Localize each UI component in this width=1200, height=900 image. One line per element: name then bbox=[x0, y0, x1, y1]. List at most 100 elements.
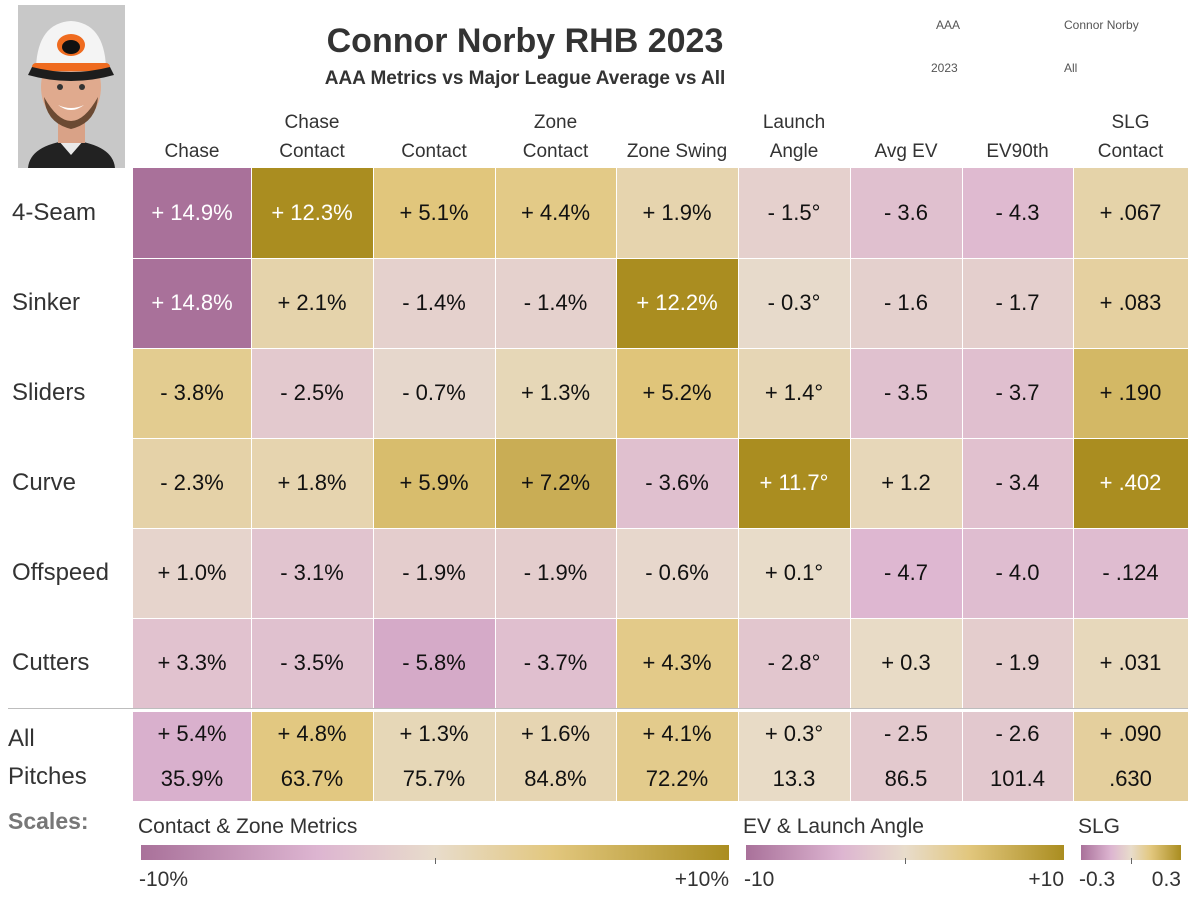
grid-separator bbox=[133, 348, 1188, 349]
heatmap-cell: + .031 bbox=[1073, 618, 1188, 708]
heatmap-cell: - 2.3% bbox=[133, 438, 251, 528]
all-pitches-diff: - 2.5 bbox=[883, 721, 929, 747]
grid-separator bbox=[850, 168, 851, 801]
column-header: Launch Angle bbox=[738, 110, 850, 166]
heatmap-cell: + 1.8% bbox=[251, 438, 373, 528]
heatmap-cell: + .190 bbox=[1073, 348, 1188, 438]
heatmap-cell: + 1.4° bbox=[738, 348, 850, 438]
divider bbox=[8, 708, 1188, 709]
grid-separator bbox=[738, 168, 739, 801]
heatmap-cell: - 3.5 bbox=[850, 348, 962, 438]
heatmap-cell: - 3.4 bbox=[962, 438, 1073, 528]
legend-max-label: 0.3 bbox=[1151, 868, 1181, 891]
heatmap-cell: - 1.6 bbox=[850, 258, 962, 348]
column-header-line1: Zone bbox=[533, 112, 578, 133]
grid-separator bbox=[133, 618, 1188, 619]
heatmap-cell: + .067 bbox=[1073, 168, 1188, 258]
column-header-line2: EV90th bbox=[986, 141, 1049, 162]
heatmap-cell: + 1.9% bbox=[616, 168, 738, 258]
legend-max-label: +10 bbox=[1028, 868, 1064, 891]
all-pitches-cell: - 2.6 101.4 bbox=[962, 712, 1073, 801]
legend-max-label: +10% bbox=[674, 868, 729, 891]
heatmap-cell: + 4.3% bbox=[616, 618, 738, 708]
legend-title: SLG bbox=[1078, 815, 1121, 838]
heatmap-cell: - 1.9% bbox=[373, 528, 495, 618]
heatmap-cell: - 4.7 bbox=[850, 528, 962, 618]
column-header-line1: Chase bbox=[284, 112, 340, 133]
column-header: Chase Contact bbox=[251, 110, 373, 166]
heatmap-cell: - 3.5% bbox=[251, 618, 373, 708]
row-label-line1: All bbox=[8, 725, 35, 752]
scales-label: Scales: bbox=[8, 808, 89, 834]
heatmap-cell: + 11.7° bbox=[738, 438, 850, 528]
heatmap-cell: + 3.3% bbox=[133, 618, 251, 708]
all-pitches-diff: + 4.8% bbox=[277, 721, 347, 747]
heatmap-cell: - 3.1% bbox=[251, 528, 373, 618]
heatmap-cell: + .402 bbox=[1073, 438, 1188, 528]
all-pitches-diff: + .090 bbox=[1099, 721, 1162, 747]
heatmap-cell: + 1.3% bbox=[495, 348, 616, 438]
legend-min-label: -10% bbox=[139, 868, 189, 891]
all-pitches-actual: .630 bbox=[1109, 765, 1152, 791]
player-filter[interactable]: Connor Norby bbox=[1064, 18, 1139, 32]
heatmap-cell: - 5.8% bbox=[373, 618, 495, 708]
all-pitches-actual: 13.3 bbox=[772, 765, 816, 791]
page-title: Connor Norby RHB 2023 bbox=[326, 22, 724, 60]
year-filter[interactable]: 2023 bbox=[931, 61, 958, 75]
grid-separator bbox=[133, 258, 1188, 259]
heatmap-cell: - 3.6% bbox=[616, 438, 738, 528]
legend-min-label: -0.3 bbox=[1079, 868, 1116, 891]
pitch-filter[interactable]: All bbox=[1064, 61, 1078, 75]
all-pitches-cell: + 5.4% 35.9% bbox=[133, 712, 251, 801]
row-label: 4-Seam bbox=[12, 199, 97, 226]
legend-title: Contact & Zone Metrics bbox=[138, 815, 358, 838]
legend-midpoint-tick bbox=[435, 858, 436, 864]
heatmap-cell: - 1.9 bbox=[962, 618, 1073, 708]
level-filter[interactable]: AAA bbox=[936, 18, 961, 32]
legend-gradient-bar bbox=[141, 845, 729, 860]
column-header-line2: Angle bbox=[769, 141, 819, 162]
column-header-line2: Zone Swing bbox=[626, 141, 728, 162]
column-header-line2: Chase bbox=[164, 141, 220, 162]
all-pitches-diff: + 0.3° bbox=[764, 721, 824, 747]
heatmap-cell: - 1.7 bbox=[962, 258, 1073, 348]
heatmap-cell: + 1.0% bbox=[133, 528, 251, 618]
all-pitches-actual: 101.4 bbox=[989, 765, 1046, 791]
column-header: EV90th bbox=[962, 110, 1073, 166]
grid-separator bbox=[495, 168, 496, 801]
heatmap-cell: + 4.4% bbox=[495, 168, 616, 258]
heatmap-cell: - 3.7% bbox=[495, 618, 616, 708]
legend-gradient-bar bbox=[746, 845, 1064, 860]
heatmap-cell: + 0.1° bbox=[738, 528, 850, 618]
column-header: Contact bbox=[373, 110, 495, 166]
heatmap-cell: + 7.2% bbox=[495, 438, 616, 528]
heatmap-cell: + 14.9% bbox=[133, 168, 251, 258]
player-photo bbox=[18, 5, 125, 168]
heatmap-cell: - 1.4% bbox=[495, 258, 616, 348]
column-header-line1: SLG bbox=[1111, 112, 1150, 133]
heatmap-cell: + 5.2% bbox=[616, 348, 738, 438]
all-pitches-actual: 84.8% bbox=[524, 765, 587, 791]
column-header-line2: Contact bbox=[401, 141, 467, 162]
column-header-line2: Avg EV bbox=[874, 141, 938, 162]
all-pitches-cell: + .090 .630 bbox=[1073, 712, 1188, 801]
column-header-line2: Contact bbox=[279, 141, 345, 162]
heatmap-cell: - 0.7% bbox=[373, 348, 495, 438]
column-header-line1: Launch bbox=[762, 112, 826, 133]
all-pitches-cell: + 1.3% 75.7% bbox=[373, 712, 495, 801]
legend-min-label: -10 bbox=[744, 868, 775, 891]
row-label: Offspeed bbox=[12, 559, 109, 586]
all-pitches-cell: + 1.6% 84.8% bbox=[495, 712, 616, 801]
heatmap-cell: - 2.8° bbox=[738, 618, 850, 708]
heatmap-cell: - 2.5% bbox=[251, 348, 373, 438]
all-pitches-actual: 63.7% bbox=[280, 765, 344, 791]
all-pitches-diff: + 1.6% bbox=[520, 721, 591, 747]
grid-separator bbox=[251, 168, 252, 801]
all-pitches-diff: + 5.4% bbox=[157, 721, 227, 747]
heatmap-cell: + 14.8% bbox=[133, 258, 251, 348]
heatmap-cell: - .124 bbox=[1073, 528, 1188, 618]
all-pitches-actual: 86.5 bbox=[884, 765, 928, 791]
column-header: Avg EV bbox=[850, 110, 962, 166]
heatmap-cell: - 3.7 bbox=[962, 348, 1073, 438]
all-pitches-diff: - 2.6 bbox=[995, 721, 1040, 747]
